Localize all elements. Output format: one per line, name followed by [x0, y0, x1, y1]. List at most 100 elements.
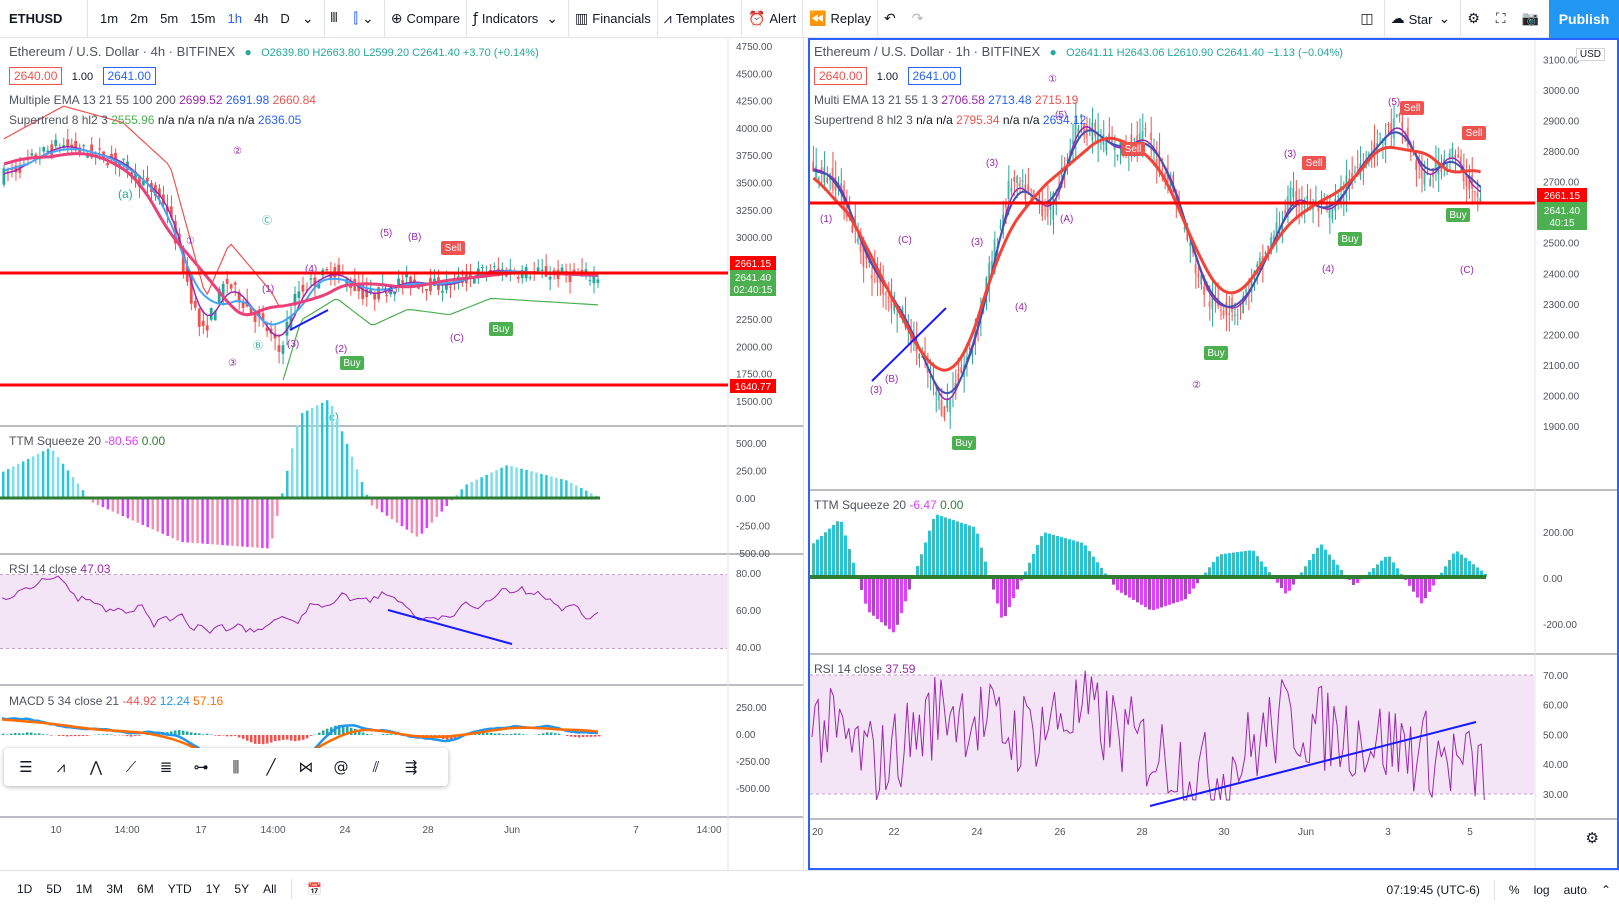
buy-price-button[interactable]: 2641.00	[908, 67, 961, 85]
screenshot-button[interactable]: 📷	[1516, 0, 1549, 38]
macd-hist-bar	[74, 735, 77, 736]
sell-price-button[interactable]: 2640.00	[814, 67, 867, 85]
range-5y[interactable]: 5Y	[227, 882, 256, 896]
interval-1m[interactable]: 1m	[94, 0, 124, 38]
horizontal-lines-icon[interactable]: ☰	[14, 758, 38, 776]
interval-4h[interactable]: 4h	[248, 0, 274, 38]
range-6m[interactable]: 6M	[130, 882, 161, 896]
spiral-icon[interactable]: @	[329, 758, 353, 776]
interval-5m[interactable]: 5m	[154, 0, 184, 38]
collapse-icon[interactable]: ⌃	[1601, 883, 1611, 897]
left-supertrend-legend[interactable]: Supertrend 8 hl2 3 2555.96 n/a n/a n/a n…	[9, 113, 301, 127]
squeeze-bar	[1420, 577, 1423, 603]
wave-label: Ⓑ	[253, 340, 263, 352]
left-macd-legend[interactable]: MACD 5 34 close 21 -44.92 12.24 57.16	[9, 694, 223, 708]
financials-button[interactable]: ▥Financials	[569, 0, 657, 38]
parallel-icon[interactable]: ⫽	[364, 758, 388, 776]
drawing-toolbar[interactable]: ☰ ⩘ ⋀ ⟋ ≣ ⊶ ⫼ ╱ ⋈ @ ⫽ ⇶	[4, 748, 448, 786]
compare-button[interactable]: ⊕Compare	[385, 0, 466, 38]
projection-icon[interactable]: ⇶	[399, 758, 423, 776]
range-ytd[interactable]: YTD	[161, 882, 199, 896]
wave-label: ①	[186, 236, 195, 247]
macd-hist-bar	[498, 733, 501, 735]
settings-button[interactable]: ⚙	[1461, 0, 1490, 38]
goto-date-button[interactable]: 📅	[300, 882, 329, 896]
squeeze-bar	[1460, 555, 1463, 577]
macd-hist-bar	[230, 735, 233, 736]
squeeze-bar	[1028, 563, 1031, 577]
left-ema-legend[interactable]: Multiple EMA 13 21 55 100 200 2699.52 26…	[9, 93, 316, 107]
log-toggle[interactable]: log	[1534, 883, 1550, 897]
right-ema-legend[interactable]: Multi EMA 13 21 55 1 3 2706.58 2713.48 2…	[814, 93, 1078, 107]
candle-body	[1116, 155, 1118, 157]
right-supertrend-legend[interactable]: Supertrend 8 hl2 3 n/a n/a 2795.34 n/a n…	[814, 113, 1086, 127]
abcd-icon[interactable]: ⋀	[84, 758, 108, 776]
squeeze-bar	[246, 498, 249, 547]
interval-d[interactable]: D	[274, 0, 295, 38]
bars-icon[interactable]: ⫼	[224, 758, 248, 776]
pattern-icon[interactable]: ⩘	[49, 758, 73, 776]
trend-icon[interactable]: ╱	[259, 758, 283, 776]
squeeze-bar	[117, 498, 120, 514]
squeeze-bar	[550, 476, 553, 498]
bar-style-icon[interactable]: 𝍫	[325, 0, 348, 38]
macd-hist-bar	[546, 732, 549, 735]
clock[interactable]: 07:19:45 (UTC-6)	[1387, 883, 1480, 897]
redo-button[interactable]: ↷	[906, 0, 934, 38]
range-1y[interactable]: 1Y	[199, 882, 228, 896]
symbol-search[interactable]: ETHUSD	[0, 0, 88, 38]
left-chart-canvas[interactable]: 4750.004500.004250.004000.003750.003500.…	[0, 38, 804, 870]
alert-button[interactable]: ⏰Alert	[742, 0, 802, 38]
right-rsi-legend[interactable]: RSI 14 close 37.59	[814, 662, 915, 676]
squeeze-bar	[196, 498, 199, 543]
fib-icon[interactable]: ≣	[154, 758, 178, 776]
right-chart-pane[interactable]: 3100.003000.002900.002800.002700.002600.…	[808, 38, 1619, 870]
left-squeeze-legend[interactable]: TTM Squeeze 20 -80.56 0.00	[9, 434, 165, 448]
star-button[interactable]: ☁Star⌄	[1385, 0, 1461, 38]
left-rsi-legend[interactable]: RSI 14 close 47.03	[9, 562, 110, 576]
xabcd-icon[interactable]: ⋈	[294, 758, 318, 776]
candle-body	[818, 177, 820, 180]
sell-price-button[interactable]: 2640.00	[9, 67, 62, 85]
right-squeeze-legend[interactable]: TTM Squeeze 20 -6.47 0.00	[814, 498, 963, 512]
interval-15m[interactable]: 15m	[184, 0, 221, 38]
range-1d[interactable]: 1D	[10, 882, 39, 896]
candle-body	[234, 283, 237, 285]
price-tick-label: 3000.00	[736, 233, 773, 244]
fullscreen-button[interactable]: ⛶	[1490, 0, 1516, 38]
currency-label[interactable]: USD	[1576, 48, 1605, 61]
range-5d[interactable]: 5D	[39, 882, 68, 896]
chart-settings-gear-icon[interactable]: ⚙	[1586, 829, 1599, 847]
publish-button[interactable]: Publish	[1549, 0, 1619, 38]
candle-body	[943, 407, 945, 418]
macd-hist-bar	[234, 735, 237, 736]
templates-button[interactable]: ⩘Templates	[658, 0, 741, 38]
auto-toggle[interactable]: auto	[1564, 883, 1587, 897]
macd-hist-bar	[58, 735, 61, 736]
interval-dropdown-icon[interactable]: ⌄	[296, 0, 324, 38]
macd-hist-bar	[194, 733, 197, 735]
replay-button[interactable]: ⏪Replay	[803, 0, 877, 38]
range-3m[interactable]: 3M	[99, 882, 130, 896]
candle-body	[1354, 171, 1356, 172]
undo-button[interactable]: ↶	[878, 0, 906, 38]
price-tick-label: 2250.00	[736, 315, 773, 326]
range-1m[interactable]: 1M	[69, 882, 100, 896]
squeeze-bar	[1252, 551, 1255, 577]
ray-icon[interactable]: ⟋	[119, 758, 143, 776]
buy-price-button[interactable]: 2641.00	[103, 67, 156, 85]
layout-button[interactable]: ◫	[1354, 0, 1383, 38]
squeeze-bar	[1384, 557, 1387, 577]
squeeze-bar	[968, 525, 971, 577]
right-chart-canvas[interactable]: 3100.003000.002900.002800.002700.002600.…	[810, 40, 1617, 868]
interval-1h[interactable]: 1h	[221, 0, 247, 38]
candle-style-icon[interactable]: ⫿⌄	[348, 0, 384, 38]
interval-2m[interactable]: 2m	[124, 0, 154, 38]
candle-body	[1379, 133, 1381, 134]
range-all[interactable]: All	[256, 882, 283, 896]
percent-toggle[interactable]: %	[1509, 883, 1520, 897]
hline-icon[interactable]: ⊶	[189, 758, 213, 776]
squeeze-bar	[880, 577, 883, 622]
